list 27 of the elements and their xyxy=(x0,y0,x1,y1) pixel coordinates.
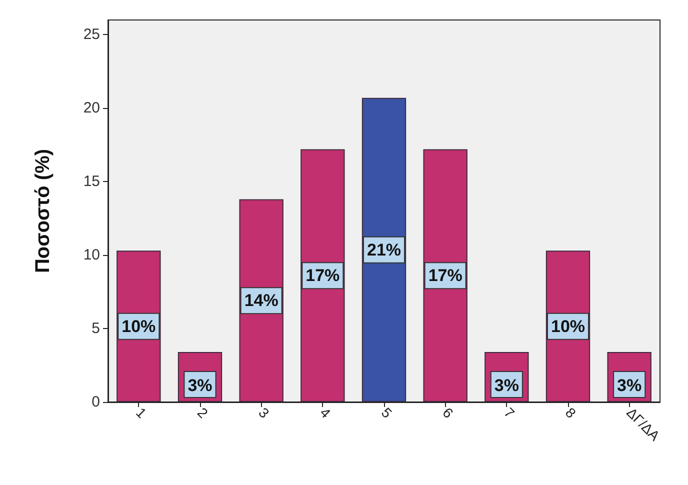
bar xyxy=(423,149,468,402)
x-tick-label: 2 xyxy=(194,404,212,422)
data-label: 21% xyxy=(366,240,402,260)
data-label: 3% xyxy=(494,376,519,395)
x-tick-label: 7 xyxy=(501,404,518,422)
x-tick-label: 1 xyxy=(133,404,150,422)
x-tick-label: 6 xyxy=(440,404,457,422)
y-tick-label: 25 xyxy=(83,26,100,44)
data-label: 3% xyxy=(617,376,642,395)
y-tick-label: 0 xyxy=(92,394,100,410)
y-tick-label: 15 xyxy=(83,173,100,190)
data-label: 3% xyxy=(188,376,212,395)
y-tick-label: 5 xyxy=(92,320,100,338)
bar xyxy=(300,149,345,402)
bar xyxy=(362,98,406,402)
y-tick-label: 20 xyxy=(83,100,100,117)
x-tick-label: 3 xyxy=(256,404,273,422)
data-label: 10% xyxy=(550,316,586,336)
x-tick-label: 5 xyxy=(378,404,396,422)
x-tick-label: 4 xyxy=(317,404,334,422)
data-label: 10% xyxy=(122,316,156,336)
data-label: 14% xyxy=(244,291,278,310)
y-axis-title: Ποσοστό (%) xyxy=(32,148,54,274)
data-label: 17% xyxy=(428,266,462,286)
x-tick-label: 8 xyxy=(562,404,580,422)
data-label: 17% xyxy=(306,266,340,286)
y-tick-label: 10 xyxy=(83,246,100,264)
